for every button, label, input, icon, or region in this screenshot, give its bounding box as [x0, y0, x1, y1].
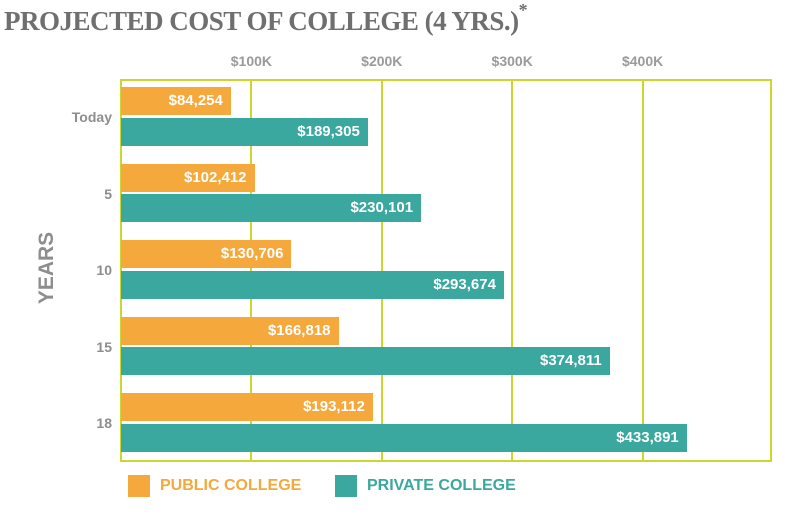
bar-public: $130,706: [121, 240, 292, 268]
chart-title: PROJECTED COST OF COLLEGE (4 YRS.)*: [4, 0, 528, 37]
bar-private: $433,891: [121, 423, 687, 452]
legend-swatch: [335, 475, 357, 497]
x-tick-label: $300K: [491, 53, 533, 69]
bar-private: $230,101: [121, 194, 422, 222]
category-label: 10: [96, 262, 112, 278]
x-tick-label: $100K: [230, 53, 273, 69]
legend-item-private: PRIVATE COLLEGE: [335, 475, 516, 497]
category-label: 15: [96, 338, 112, 355]
bar-private: $293,674: [121, 270, 504, 299]
category-label: 5: [104, 185, 112, 202]
legend-label: PRIVATE COLLEGE: [367, 477, 516, 494]
gridline: [511, 80, 514, 462]
bar-public: $102,412: [121, 163, 255, 192]
x-tick-label: $400K: [621, 53, 664, 69]
bar-private: $374,811: [121, 347, 610, 375]
title-text: PROJECTED COST OF COLLEGE (4 YRS.): [4, 6, 519, 36]
bar-public: $84,254: [121, 87, 231, 115]
bar-public: $166,818: [121, 316, 339, 345]
legend-swatch: [128, 475, 150, 497]
title-asterisk: *: [518, 0, 528, 20]
category-label: 18: [96, 415, 112, 431]
bar-private: $189,305: [121, 117, 368, 146]
bar-public: $193,112: [121, 393, 373, 421]
gridline: [641, 80, 644, 462]
legend-item-public: PUBLIC COLLEGE: [128, 475, 301, 497]
category-label: Today: [71, 109, 112, 125]
legend-label: PUBLIC COLLEGE: [160, 477, 302, 494]
x-tick-label: $200K: [361, 53, 403, 69]
